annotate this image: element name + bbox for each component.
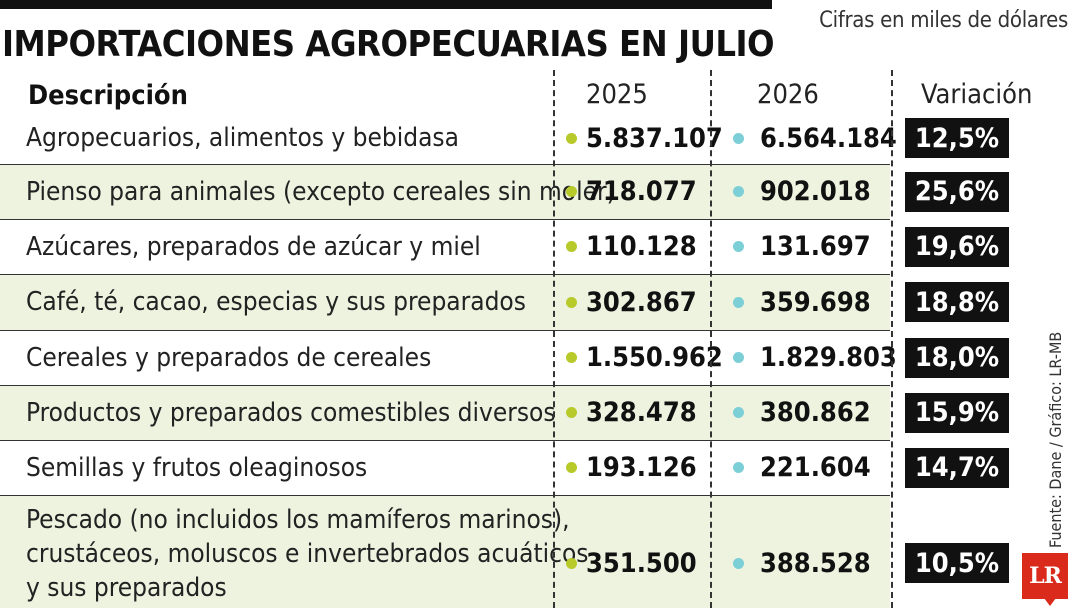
lr-logo: LR [1022, 553, 1068, 599]
value-2025: 351.500 [566, 546, 697, 580]
source-note: Fuente: Dane / Gráfico: LR-MB [1046, 331, 1065, 548]
series-2025-dot [566, 462, 577, 473]
table-row [0, 495, 890, 608]
series-2025-dot [566, 241, 577, 252]
row-separator [0, 164, 890, 165]
row-description: Pienso para animales (excepto cereales s… [26, 176, 616, 207]
value-2026: 6.564.184 [733, 121, 897, 155]
value-2025-text: 351.500 [586, 547, 697, 579]
value-2026-text: 131.697 [760, 231, 871, 262]
row-description: Pescado (no incluidos los mamíferos mari… [26, 505, 589, 603]
row-separator [0, 385, 890, 386]
page-title: IMPORTACIONES AGROPECUARIAS EN JULIO [2, 24, 775, 65]
value-2025-text: 5.837.107 [586, 122, 723, 154]
value-2026: 221.604 [733, 451, 871, 485]
row-separator [0, 274, 890, 275]
row-description: Semillas y frutos oleaginosos [26, 452, 368, 483]
series-2025-dot [566, 407, 577, 418]
variation-badge: 15,9% [905, 392, 1009, 433]
series-2026-dot [733, 557, 744, 569]
series-2025-dot [566, 132, 577, 144]
column-header-description: Descripción [28, 80, 188, 111]
value-2025: 193.126 [566, 451, 697, 485]
value-2026-text: 6.564.184 [760, 122, 897, 154]
column-divider [891, 70, 893, 608]
value-2026: 380.862 [733, 396, 871, 430]
row-separator [0, 219, 890, 220]
variation-badge: 14,7% [905, 447, 1009, 488]
row-description: Café, té, cacao, especias y sus preparad… [26, 287, 526, 317]
value-2026-text: 1.829.803 [760, 342, 897, 373]
column-header-2025: 2025 [586, 79, 648, 110]
series-2026-dot [733, 407, 744, 418]
series-2025-dot [566, 352, 577, 363]
series-2026-dot [733, 241, 744, 252]
value-2025-text: 328.478 [586, 397, 697, 428]
value-2025-text: 110.128 [586, 231, 697, 262]
value-2025: 718.077 [566, 175, 697, 209]
row-description: Azúcares, preparados de azúcar y miel [26, 231, 481, 262]
variation-badge: 18,0% [905, 337, 1009, 378]
value-2025-text: 718.077 [586, 176, 697, 207]
value-2026-text: 388.528 [760, 547, 871, 579]
units-note: Cifras en miles de dólares [819, 8, 1068, 33]
row-description: Productos y preparados comestibles diver… [26, 397, 556, 428]
value-2025-text: 302.867 [586, 286, 697, 318]
lr-logo-tail [1044, 598, 1056, 606]
series-2026-dot [733, 186, 744, 197]
series-2025-dot [566, 296, 577, 308]
series-2026-dot [733, 132, 744, 144]
value-2026: 131.697 [733, 230, 871, 264]
row-separator [0, 495, 890, 496]
value-2025: 302.867 [566, 285, 697, 319]
column-divider [553, 70, 555, 608]
variation-badge: 19,6% [905, 226, 1009, 267]
variation-badge: 25,6% [905, 171, 1009, 212]
series-2026-dot [733, 352, 744, 363]
value-2025: 1.550.962 [566, 341, 723, 375]
value-2025-text: 1.550.962 [586, 342, 723, 373]
value-2026-text: 902.018 [760, 176, 871, 207]
value-2025: 5.837.107 [566, 121, 723, 155]
column-header-variation: Variación [921, 79, 1033, 110]
variation-badge: 10,5% [905, 543, 1009, 583]
series-2025-dot [566, 186, 577, 197]
value-2026-text: 380.862 [760, 397, 871, 428]
value-2026-text: 359.698 [760, 286, 871, 318]
value-2026: 1.829.803 [733, 341, 897, 375]
value-2025-text: 193.126 [586, 452, 697, 483]
series-2025-dot [566, 557, 577, 569]
top-rule [0, 0, 772, 9]
value-2025: 328.478 [566, 396, 697, 430]
value-2026: 359.698 [733, 285, 871, 319]
value-2026: 388.528 [733, 546, 871, 580]
row-separator [0, 440, 890, 441]
row-description: Agropecuarios, alimentos y bebidasa [26, 123, 459, 153]
row-description: Cereales y preparados de cereales [26, 342, 432, 373]
value-2026-text: 221.604 [760, 452, 871, 483]
variation-badge: 18,8% [905, 282, 1009, 322]
variation-badge: 12,5% [905, 118, 1009, 158]
column-divider [710, 70, 712, 608]
value-2025: 110.128 [566, 230, 697, 264]
series-2026-dot [733, 296, 744, 308]
row-separator [0, 330, 890, 331]
value-2026: 902.018 [733, 175, 871, 209]
column-header-2026: 2026 [757, 79, 819, 110]
series-2026-dot [733, 462, 744, 473]
